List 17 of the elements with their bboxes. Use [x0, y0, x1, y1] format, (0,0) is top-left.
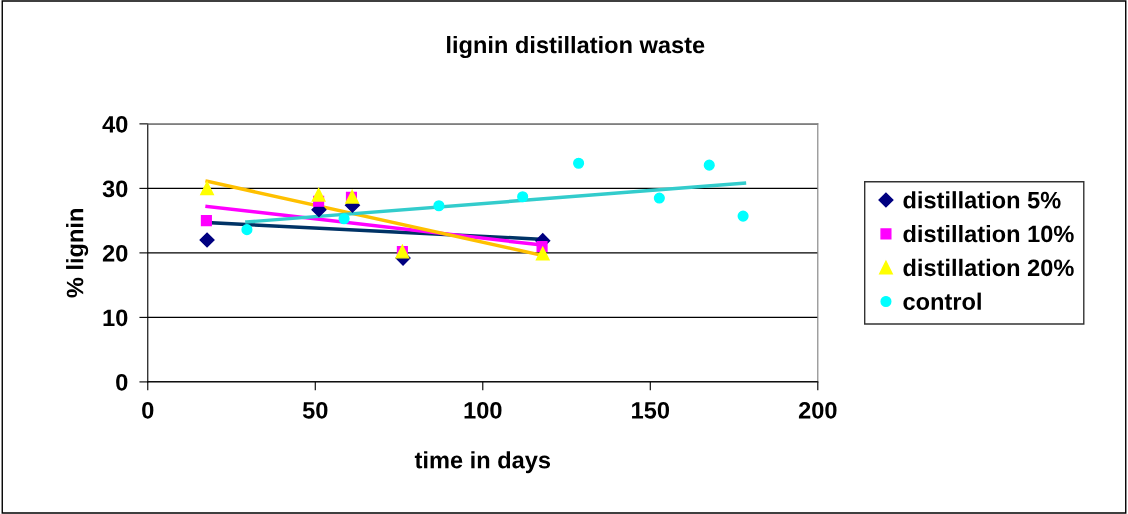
legend-label: control — [903, 292, 981, 310]
x-tick-label: 50 — [302, 401, 328, 419]
y-tick-label: 40 — [102, 115, 128, 133]
y-tick-label: 0 — [116, 373, 128, 391]
x-axis-title: time in days — [414, 451, 551, 474]
y-tick-label: 20 — [102, 244, 128, 262]
legend-label: distillation 10% — [903, 224, 1074, 243]
x-tick-label: 0 — [142, 401, 154, 419]
x-tick-label: 150 — [632, 401, 670, 419]
x-tick-label: 100 — [464, 401, 502, 419]
legend-label: distillation 5% — [903, 191, 1061, 209]
y-tick-label: 10 — [103, 309, 128, 327]
legend-label: distillation 20% — [903, 258, 1074, 277]
y-axis-title: % lignin — [66, 209, 89, 298]
chart-title: lignin distillation waste — [447, 35, 705, 59]
x-tick-label: 200 — [798, 401, 837, 419]
y-tick-label: 30 — [102, 180, 128, 198]
